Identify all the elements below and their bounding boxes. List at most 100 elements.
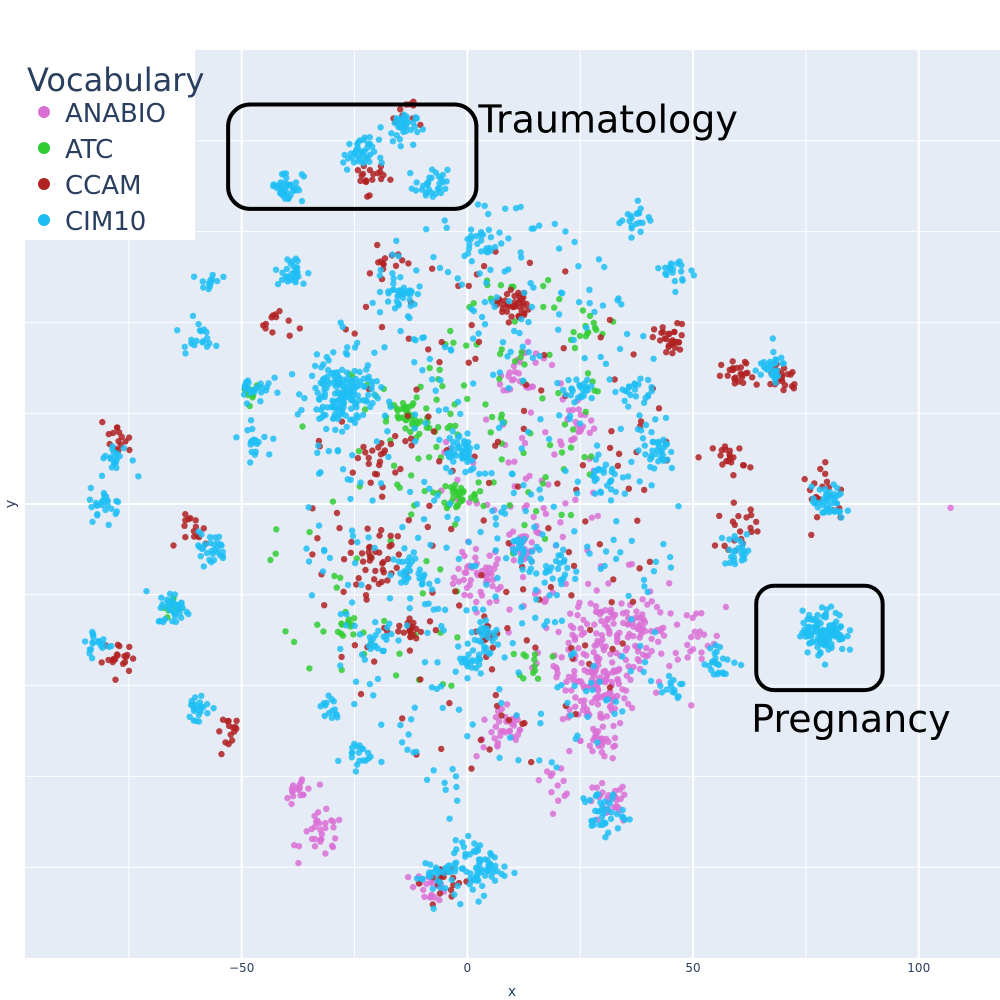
- data-point: [844, 632, 851, 640]
- data-point: [668, 448, 675, 456]
- data-point: [737, 370, 744, 377]
- data-point: [443, 224, 450, 231]
- data-point: [213, 342, 220, 349]
- data-point: [649, 333, 656, 341]
- data-point: [328, 696, 335, 703]
- data-point: [413, 179, 420, 186]
- data-point: [446, 699, 453, 707]
- data-point: [283, 265, 291, 273]
- data-point: [465, 448, 472, 456]
- data-point: [517, 203, 524, 211]
- data-point: [558, 441, 565, 448]
- data-point: [577, 625, 584, 632]
- data-point: [228, 737, 236, 744]
- data-point: [183, 608, 190, 615]
- data-point: [487, 266, 494, 273]
- data-point: [399, 558, 406, 566]
- data-point: [516, 726, 524, 733]
- data-point: [769, 371, 776, 378]
- data-point: [569, 406, 577, 414]
- data-point: [658, 329, 665, 336]
- data-point: [94, 512, 101, 519]
- data-point: [350, 159, 358, 166]
- data-point: [369, 447, 376, 454]
- data-point: [618, 600, 625, 607]
- data-point: [743, 531, 750, 538]
- data-point: [395, 252, 402, 260]
- data-point: [635, 210, 643, 217]
- data-point: [498, 240, 505, 247]
- data-point: [494, 535, 501, 542]
- data-point: [650, 568, 658, 575]
- data-point: [417, 676, 424, 683]
- data-point: [467, 226, 475, 233]
- data-point: [674, 319, 681, 327]
- data-point: [376, 461, 383, 469]
- data-point: [489, 644, 496, 651]
- data-point: [642, 421, 650, 429]
- data-point: [648, 429, 655, 436]
- data-point: [492, 514, 499, 522]
- data-point: [421, 571, 428, 578]
- data-point: [436, 436, 443, 443]
- data-point: [205, 285, 212, 293]
- data-point: [376, 549, 383, 556]
- data-point: [518, 434, 526, 442]
- data-point: [808, 531, 815, 539]
- data-point: [330, 824, 337, 831]
- data-point: [516, 329, 523, 337]
- data-point: [102, 452, 109, 460]
- data-point: [531, 656, 538, 663]
- x-axis-title: x: [508, 984, 516, 1000]
- data-point: [346, 140, 353, 148]
- data-point: [837, 623, 845, 630]
- data-point: [421, 659, 429, 666]
- data-point: [754, 528, 761, 535]
- data-point: [405, 517, 412, 524]
- data-point: [473, 665, 480, 672]
- data-point: [193, 337, 200, 344]
- data-point: [109, 446, 116, 453]
- data-point: [503, 290, 511, 298]
- data-point: [646, 558, 654, 565]
- data-point: [498, 712, 505, 719]
- data-point: [473, 443, 480, 450]
- x-tick-label: 50: [685, 961, 700, 975]
- data-point: [195, 542, 202, 549]
- data-point: [143, 588, 150, 595]
- data-point: [182, 350, 189, 357]
- data-point: [425, 454, 433, 461]
- data-point: [404, 412, 411, 420]
- data-point: [378, 384, 385, 391]
- data-point: [588, 699, 596, 706]
- data-point: [589, 784, 596, 791]
- data-point: [505, 298, 513, 305]
- data-point: [115, 429, 123, 436]
- data-point: [640, 576, 648, 584]
- data-point: [846, 627, 854, 634]
- data-point: [652, 558, 660, 565]
- data-point: [354, 167, 362, 174]
- data-point: [589, 747, 596, 755]
- data-point: [778, 354, 785, 361]
- x-tick-label: −50: [229, 961, 254, 975]
- data-point: [586, 312, 594, 320]
- data-point: [676, 346, 684, 353]
- data-point: [348, 599, 356, 606]
- data-point: [597, 488, 604, 495]
- data-point: [387, 532, 394, 539]
- data-point: [488, 570, 495, 577]
- data-point: [394, 407, 401, 414]
- data-point: [334, 714, 341, 721]
- data-point: [567, 712, 574, 719]
- data-point: [121, 659, 129, 666]
- data-point: [419, 126, 427, 133]
- data-point: [199, 339, 206, 346]
- data-point: [419, 367, 426, 374]
- data-point: [332, 426, 339, 433]
- data-point: [397, 106, 404, 113]
- data-point: [290, 638, 298, 646]
- data-point: [814, 644, 821, 651]
- data-point: [800, 619, 807, 626]
- data-point: [446, 815, 453, 822]
